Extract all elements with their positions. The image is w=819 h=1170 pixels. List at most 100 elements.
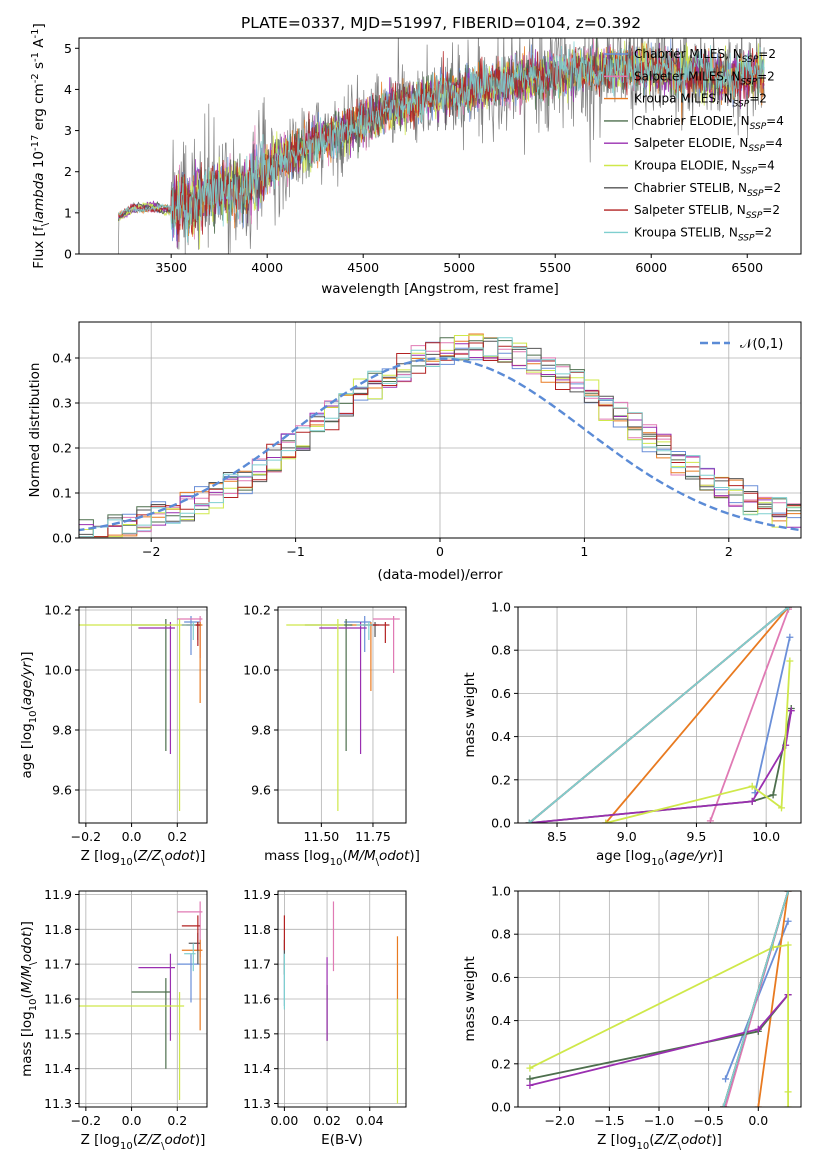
x-tick-label: −0.5 xyxy=(693,1113,723,1128)
y-tick-label: 9.8 xyxy=(251,723,271,738)
x-tick-label: −1 xyxy=(286,544,304,559)
x-axis-label: Z [log10(Z/Z\odot)] xyxy=(597,1132,722,1152)
y-tick-label: 10.2 xyxy=(44,603,72,618)
panel-mass-vs-EBV: 0.00 0.02 0.04 11.3 11.4 11.5 11.6 11.7 11.8 11.9… xyxy=(243,887,407,1148)
y-tick-label: 11.6 xyxy=(243,992,271,1007)
legend-label: Salpeter ELODIE, NSSP=4 xyxy=(634,136,783,154)
mass-weight-marker xyxy=(602,819,610,823)
mass-weight-marker xyxy=(754,1025,762,1033)
x-tick-label: 4000 xyxy=(251,260,283,275)
y-tick-label: 11.3 xyxy=(44,1096,72,1111)
y-tick-label: 11.9 xyxy=(44,887,72,902)
x-tick-label: 11.50 xyxy=(303,829,339,844)
y-tick-label: 9.8 xyxy=(52,723,72,738)
mass-weight-marker xyxy=(784,1103,792,1107)
mass-weight-marker xyxy=(784,1088,792,1096)
x-tick-label: −2 xyxy=(142,544,160,559)
legend-label: 𝒩(0,1) xyxy=(740,337,783,352)
plot-area xyxy=(283,901,399,1104)
panel-age-vs-Z: −0.2 0.0 0.2 9.6 9.8 10.0 10.2 Z [log10(Z/Z\odo… xyxy=(19,603,208,868)
plot-area xyxy=(286,616,400,811)
x-tick-label: −0.2 xyxy=(71,1113,101,1128)
y-tick-label: 11.9 xyxy=(243,887,271,902)
x-tick-label: 2 xyxy=(725,544,733,559)
mass-weight-line-0 xyxy=(754,637,791,793)
y-tick-label: 11.8 xyxy=(44,922,72,937)
y-tick-label: 3 xyxy=(64,123,72,138)
y-tick-label: 0.3 xyxy=(52,396,72,411)
axes-frame xyxy=(78,37,802,255)
y-tick-label: 0.8 xyxy=(491,643,511,658)
axes-frame xyxy=(78,606,208,824)
axes-frame xyxy=(78,890,208,1108)
panel-mass-weight-vs-age: 8.5 9.0 9.5 10.0 0.0 0.2 0.4 0.6 0.8 1.0 age [log1… xyxy=(462,600,802,868)
y-tick-label: 0.1 xyxy=(52,486,72,501)
panel-spectrum: 3500 4000 4500 5000 5500 6000 6500 0 1 2 3 4 5 wavele… xyxy=(30,23,802,297)
x-tick-label: 0.02 xyxy=(313,1113,341,1128)
x-tick-label: 6500 xyxy=(731,260,763,275)
x-tick-label: 10.0 xyxy=(752,829,780,844)
y-tick-label: 1.0 xyxy=(491,884,511,899)
y-tick-label: 9.6 xyxy=(251,783,271,798)
y-tick-label: 11.6 xyxy=(44,992,72,1007)
mass-weight-marker xyxy=(526,1081,534,1089)
y-tick-label: 0.6 xyxy=(491,686,511,701)
legend-label: Chabrier ELODIE, NSSP=4 xyxy=(634,114,784,132)
mass-weight-marker xyxy=(706,817,714,823)
y-tick-label: 1.0 xyxy=(491,600,511,615)
x-tick-label: 0.0 xyxy=(748,1113,768,1128)
mass-weight-marker xyxy=(786,657,794,665)
x-tick-label: 0.0 xyxy=(122,829,142,844)
mass-weight-line-5 xyxy=(605,660,791,823)
legend: Chabrier MILES, NSSP=2 Salpeter MILES, NS… xyxy=(604,47,784,243)
y-tick-label: 10.0 xyxy=(44,663,72,678)
mass-weight-marker xyxy=(722,1103,730,1107)
y-axis-label: mass weight xyxy=(462,956,478,1041)
legend-label: Salpeter MILES, NSSP=2 xyxy=(634,69,775,87)
axes-frame xyxy=(277,890,407,1108)
axes-frame xyxy=(277,606,407,824)
mass-weight-marker xyxy=(784,607,792,611)
legend-label: Kroupa ELODIE, NSSP=4 xyxy=(634,159,775,177)
mass-weight-marker xyxy=(754,1103,762,1107)
legend-label: Chabrier STELIB, NSSP=2 xyxy=(634,181,781,199)
mass-weight-line-2 xyxy=(757,891,789,1107)
y-tick-label: 0.8 xyxy=(491,927,511,942)
x-axis-label: wavelength [Angstrom, rest frame] xyxy=(321,281,559,297)
mass-weight-marker xyxy=(784,917,792,925)
mass-weight-marker xyxy=(525,819,533,823)
mass-weight-marker xyxy=(777,804,785,812)
y-tick-label: 11.8 xyxy=(243,922,271,937)
x-tick-label: 5000 xyxy=(443,260,475,275)
y-tick-label: 0 xyxy=(64,247,72,262)
mass-weight-line-3 xyxy=(529,708,793,823)
x-tick-label: 1 xyxy=(580,544,588,559)
y-axis-label: age [log10(age/yr)] xyxy=(19,651,39,778)
legend-label: Chabrier MILES, NSSP=2 xyxy=(634,47,776,65)
residual-histogram-1 xyxy=(79,342,801,538)
mass-weight-marker xyxy=(769,791,777,799)
mass-weight-line-8 xyxy=(722,891,789,1107)
y-tick-label: 0.0 xyxy=(491,816,511,831)
mass-weight-marker xyxy=(526,1064,534,1072)
y-tick-label: 0.0 xyxy=(491,1100,511,1115)
x-tick-label: 9.0 xyxy=(617,829,637,844)
axes-frame xyxy=(517,890,802,1108)
y-tick-label: 11.7 xyxy=(44,957,72,972)
plot-area xyxy=(79,333,801,538)
y-tick-label: 11.5 xyxy=(44,1026,72,1041)
y-axis-label: Flux [f\lambda 10-17 erg cm-2 s-1 A-1] xyxy=(30,23,51,269)
plot-area xyxy=(526,891,792,1107)
mass-weight-marker xyxy=(720,1103,728,1107)
mass-weight-line-4 xyxy=(529,710,793,823)
y-tick-label: 11.7 xyxy=(243,957,271,972)
axes-frame xyxy=(517,606,802,824)
mass-weight-line-8 xyxy=(528,607,790,823)
mass-weight-marker xyxy=(787,707,795,715)
x-tick-label: 3500 xyxy=(155,260,187,275)
y-tick-label: 0.6 xyxy=(491,970,511,985)
legend-label: Kroupa MILES, NSSP=2 xyxy=(634,92,767,110)
y-tick-label: 11.3 xyxy=(243,1096,271,1111)
x-tick-label: 5500 xyxy=(539,260,571,275)
legend: 𝒩(0,1) xyxy=(700,337,783,352)
